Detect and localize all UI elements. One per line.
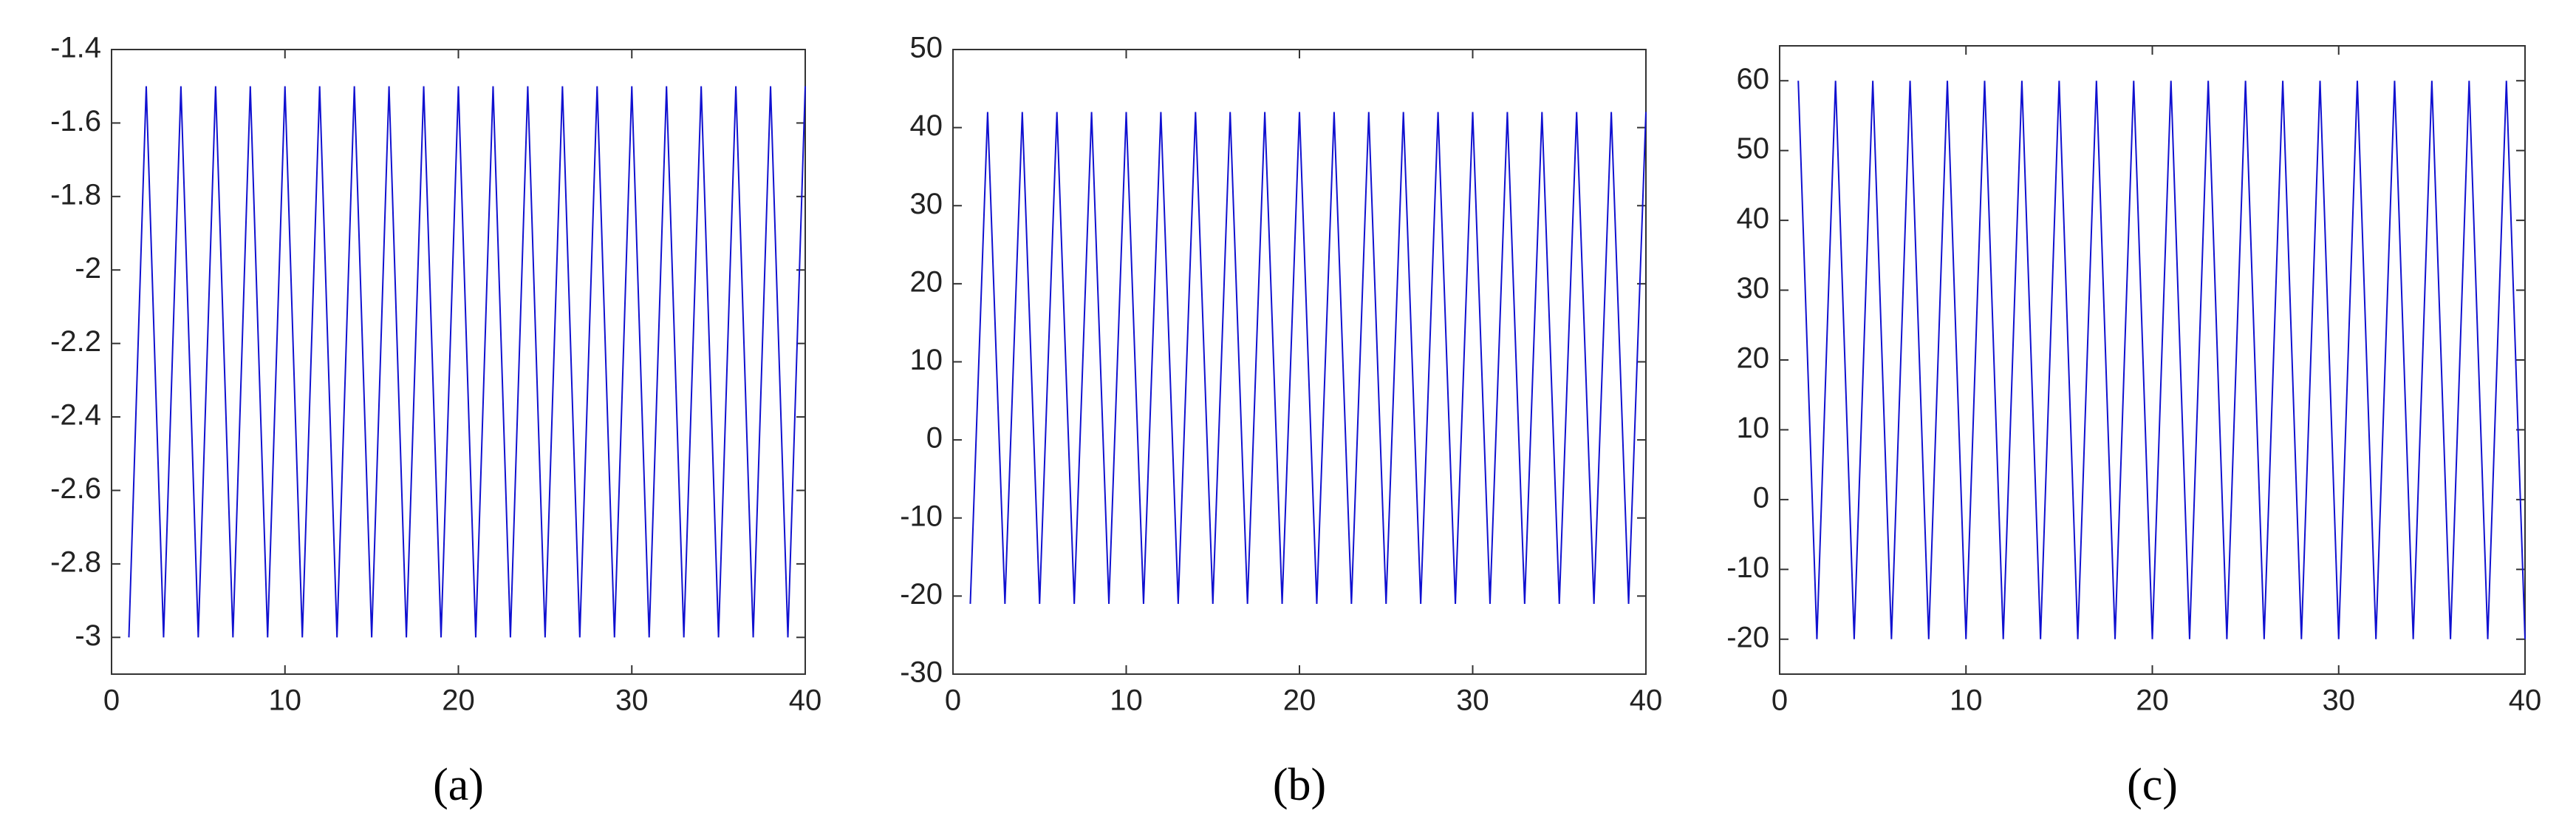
y-tick-label: 50 <box>910 32 943 64</box>
y-tick-label: 60 <box>1737 63 1770 95</box>
x-tick-label: 0 <box>103 684 120 717</box>
y-tick-label: -20 <box>1726 621 1769 653</box>
y-tick-label: 0 <box>1753 481 1769 514</box>
y-tick-label: 0 <box>926 422 943 455</box>
y-tick-label: -2.4 <box>50 399 101 432</box>
x-tick-label: 30 <box>2323 684 2356 717</box>
y-tick-label: -2 <box>75 252 101 285</box>
y-tick-label: -1.8 <box>50 178 101 211</box>
x-tick-label: 30 <box>615 684 649 717</box>
x-tick-label: 0 <box>1772 684 1788 717</box>
y-tick-label: -30 <box>900 656 943 689</box>
y-tick-label: -1.6 <box>50 105 101 137</box>
x-tick-label: 20 <box>1283 684 1316 717</box>
x-tick-label: 10 <box>269 684 302 717</box>
x-tick-label: 40 <box>789 684 822 717</box>
y-tick-label: 20 <box>1737 342 1770 375</box>
caption: (b) <box>1273 760 1326 810</box>
x-tick-label: 20 <box>2136 684 2169 717</box>
data-line <box>1797 81 2526 639</box>
x-tick-label: 20 <box>442 684 475 717</box>
y-tick-label: -2.8 <box>50 546 101 578</box>
y-tick-label: -20 <box>900 578 943 611</box>
y-tick-label: 40 <box>910 109 943 142</box>
y-tick-label: -2.2 <box>50 325 101 358</box>
data-line <box>969 112 1647 604</box>
x-tick-label: 40 <box>1630 684 1663 717</box>
y-tick-label: -1.4 <box>50 32 101 64</box>
y-tick-label: 10 <box>1737 412 1770 444</box>
caption: (a) <box>433 760 484 810</box>
y-tick-label: -10 <box>1726 551 1769 584</box>
y-tick-label: -10 <box>900 500 943 532</box>
plot-area <box>111 49 806 675</box>
y-tick-label: 10 <box>910 344 943 376</box>
y-tick-label: 50 <box>1737 132 1770 165</box>
data-line <box>128 86 806 638</box>
y-tick-label: 40 <box>1737 203 1770 235</box>
y-tick-label: -3 <box>75 619 101 652</box>
x-tick-label: 0 <box>945 684 961 717</box>
x-tick-label: 10 <box>1950 684 1983 717</box>
plot-area <box>952 49 1647 675</box>
y-tick-label: 30 <box>1737 272 1770 305</box>
x-tick-label: 30 <box>1456 684 1489 717</box>
x-tick-label: 40 <box>2509 684 2542 717</box>
x-tick-label: 10 <box>1110 684 1143 717</box>
y-tick-label: 20 <box>910 265 943 298</box>
plot-area <box>1779 45 2526 675</box>
caption: (c) <box>2127 760 2178 810</box>
y-tick-label: -2.6 <box>50 472 101 505</box>
y-tick-label: 30 <box>910 188 943 220</box>
